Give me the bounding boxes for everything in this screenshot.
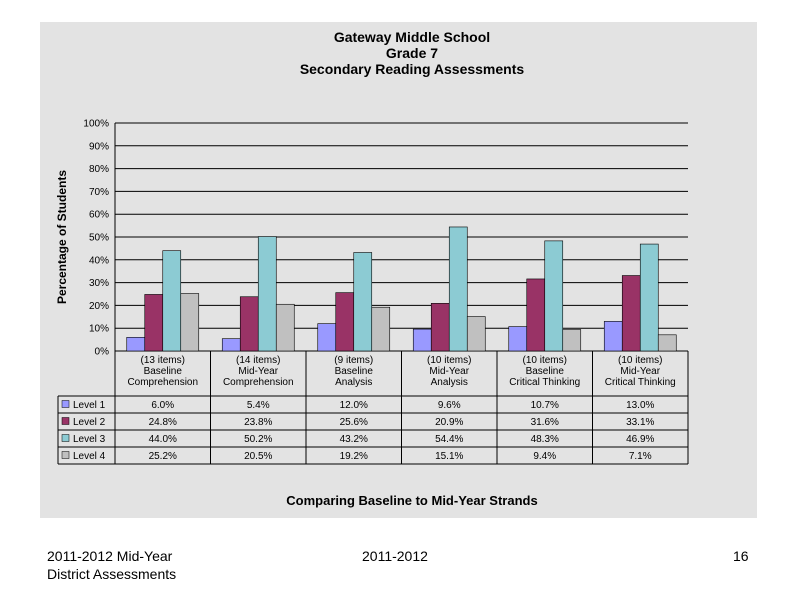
bar-level-3 (162, 250, 182, 352)
bar-level-4 (180, 293, 200, 352)
chart-panel: Gateway Middle School Grade 7 Secondary Re… (40, 22, 757, 518)
y-tick-label: 20% (89, 301, 109, 312)
data-value: 13.0% (626, 400, 654, 411)
bar-level-2 (335, 292, 355, 352)
bar-level-4 (371, 306, 391, 352)
data-value: 7.1% (629, 451, 652, 462)
bar-level-1 (508, 326, 528, 352)
category-label: (10 items) (427, 355, 471, 366)
legend-swatch-level-3 (61, 434, 70, 442)
data-value: 33.1% (626, 417, 654, 428)
y-tick-label: 0% (95, 347, 110, 358)
bar-level-1 (317, 323, 337, 352)
bar-level-2 (430, 303, 450, 352)
bar-level-1 (412, 328, 432, 352)
bar-level-3 (448, 226, 468, 352)
page-number: 16 (733, 548, 749, 564)
footer-center: 2011-2012 (362, 548, 428, 564)
category-label: Critical Thinking (509, 377, 580, 388)
y-tick-label: 70% (89, 187, 109, 198)
category-label: Comprehension (223, 377, 294, 388)
category-label: Mid-Year (429, 366, 469, 377)
bar-level-2 (239, 296, 259, 352)
y-tick-label: 40% (89, 255, 109, 266)
bar-level-3 (353, 252, 373, 352)
y-tick-label: 10% (89, 324, 109, 335)
data-value: 54.4% (435, 434, 463, 445)
y-tick-label: 30% (89, 278, 109, 289)
data-value: 24.8% (149, 417, 177, 428)
bar-level-3 (544, 240, 564, 352)
footer-left-line1: 2011-2012 Mid-Year (47, 548, 173, 564)
category-label: Analysis (431, 377, 468, 388)
data-value: 23.8% (244, 417, 272, 428)
chart-title-line: Gateway Middle School (334, 29, 490, 45)
category-label: Baseline (526, 366, 565, 377)
data-value: 6.0% (151, 400, 174, 411)
category-label: (10 items) (618, 355, 662, 366)
data-value: 44.0% (149, 434, 177, 445)
category-label: Mid-Year (238, 366, 278, 377)
data-value: 15.1% (435, 451, 463, 462)
chart-title-line: Secondary Reading Assessments (300, 61, 525, 77)
bar-level-1 (221, 338, 241, 352)
data-value: 9.6% (438, 400, 461, 411)
bar-level-4 (657, 334, 677, 352)
legend-swatch-level-1 (61, 400, 70, 408)
legend-label: Level 2 (73, 417, 106, 428)
y-tick-label: 80% (89, 164, 109, 175)
category-label: Comprehension (127, 377, 198, 388)
y-tick-label: 50% (89, 233, 109, 244)
data-value: 25.2% (149, 451, 177, 462)
category-label: (10 items) (523, 355, 567, 366)
bar-level-2 (526, 278, 546, 352)
x-axis-label: Comparing Baseline to Mid-Year Strands (286, 493, 537, 508)
data-value: 20.9% (435, 417, 463, 428)
bar-level-4 (466, 316, 486, 352)
bar-level-2 (144, 294, 164, 352)
y-tick-label: 60% (89, 210, 109, 221)
legend-label: Level 1 (73, 400, 106, 411)
y-tick-label: 90% (89, 141, 109, 152)
data-value: 12.0% (340, 400, 368, 411)
data-value: 46.9% (626, 434, 654, 445)
category-label: Analysis (335, 377, 372, 388)
data-value: 20.5% (244, 451, 272, 462)
bar-level-3 (257, 236, 277, 352)
bar-level-1 (603, 321, 623, 352)
chart-title-line: Grade 7 (386, 45, 438, 61)
category-label: Mid-Year (620, 366, 660, 377)
bar-level-2 (621, 275, 641, 352)
category-label: (14 items) (236, 355, 280, 366)
category-label: (13 items) (141, 355, 185, 366)
footer-left-line2: District Assessments (47, 566, 177, 582)
legend-swatch-level-4 (61, 451, 70, 459)
bar-level-1 (126, 337, 146, 352)
data-value: 9.4% (533, 451, 556, 462)
data-value: 50.2% (244, 434, 272, 445)
y-axis-label: Percentage of Students (55, 170, 69, 304)
data-value: 48.3% (531, 434, 559, 445)
bar-level-4 (562, 329, 582, 352)
data-value: 5.4% (247, 400, 270, 411)
category-label: Baseline (335, 366, 374, 377)
data-value: 19.2% (340, 451, 368, 462)
legend-swatch-level-2 (61, 417, 70, 425)
bar-level-4 (275, 303, 295, 352)
legend-label: Level 4 (73, 451, 106, 462)
data-value: 43.2% (340, 434, 368, 445)
data-value: 25.6% (340, 417, 368, 428)
data-value: 31.6% (531, 417, 559, 428)
bar-level-3 (639, 243, 659, 352)
data-value: 10.7% (531, 400, 559, 411)
category-label: (9 items) (334, 355, 373, 366)
y-tick-label: 100% (83, 119, 109, 130)
legend-label: Level 3 (73, 434, 106, 445)
category-label: Baseline (144, 366, 183, 377)
category-label: Critical Thinking (605, 377, 676, 388)
